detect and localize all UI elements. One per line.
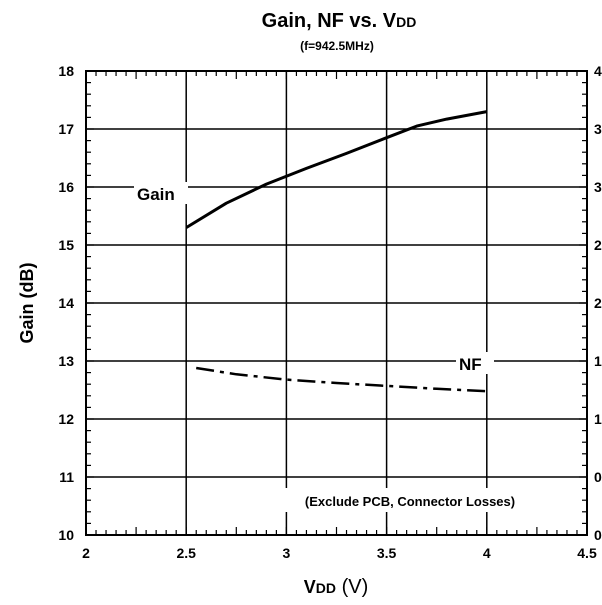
grid-lines	[86, 71, 587, 535]
y2-tick-label: 1	[594, 353, 602, 369]
y-tick-labels: 10 11 12 13 14 15 16 17 18	[58, 63, 74, 543]
y2-tick-label: 3	[594, 179, 602, 195]
y-tick-label: 14	[58, 295, 74, 311]
x-tick-label: 4	[483, 545, 491, 561]
y-tick-label: 15	[58, 237, 74, 253]
gain-series-label: Gain	[137, 185, 175, 204]
y-axis-label: Gain (dB)	[17, 263, 37, 344]
nf-series-line	[196, 366, 487, 393]
y-tick-label: 10	[58, 527, 74, 543]
annotation-text: (Exclude PCB, Connector Losses)	[305, 494, 515, 509]
y2-tick-label: 0	[594, 527, 602, 543]
x-axis-label: VDD (V)	[304, 576, 368, 598]
gain-series-line	[185, 110, 488, 229]
x-tick-labels: 2 2.5 3 3.5 4 4.5	[82, 545, 597, 561]
chart-title: Gain, NF vs. VDD	[262, 10, 417, 32]
plot-frame	[85, 70, 588, 536]
nf-series-label: NF	[459, 355, 482, 374]
chart-subtitle: (f=942.5MHz)	[300, 39, 374, 53]
y-tick-label: 18	[58, 63, 74, 79]
y-tick-label: 11	[59, 469, 74, 485]
y2-tick-label: 2	[594, 295, 602, 311]
series-lines	[185, 110, 488, 393]
nf-label-bg	[456, 352, 494, 374]
y2-tick-label: 1	[594, 411, 602, 427]
y-tick-label: 12	[58, 411, 74, 427]
gain-label-bg	[134, 182, 188, 204]
y2-tick-label: 4	[594, 63, 602, 79]
x-tick-label: 3	[283, 545, 291, 561]
y2-tick-label: 3	[594, 121, 602, 137]
y-tick-label: 16	[58, 179, 74, 195]
x-tick-label: 4.5	[577, 545, 597, 561]
x-tick-label: 2	[82, 545, 90, 561]
annotation-bg	[255, 488, 569, 512]
y-tick-label: 13	[58, 353, 74, 369]
y2-tick-labels: 0 0 1 1 2 2 3 3 4	[594, 63, 602, 543]
y2-tick-label: 2	[594, 237, 602, 253]
x-tick-label: 3.5	[377, 545, 397, 561]
x-tick-label: 2.5	[176, 545, 196, 561]
y-tick-label: 17	[58, 121, 74, 137]
y2-tick-label: 0	[594, 469, 602, 485]
